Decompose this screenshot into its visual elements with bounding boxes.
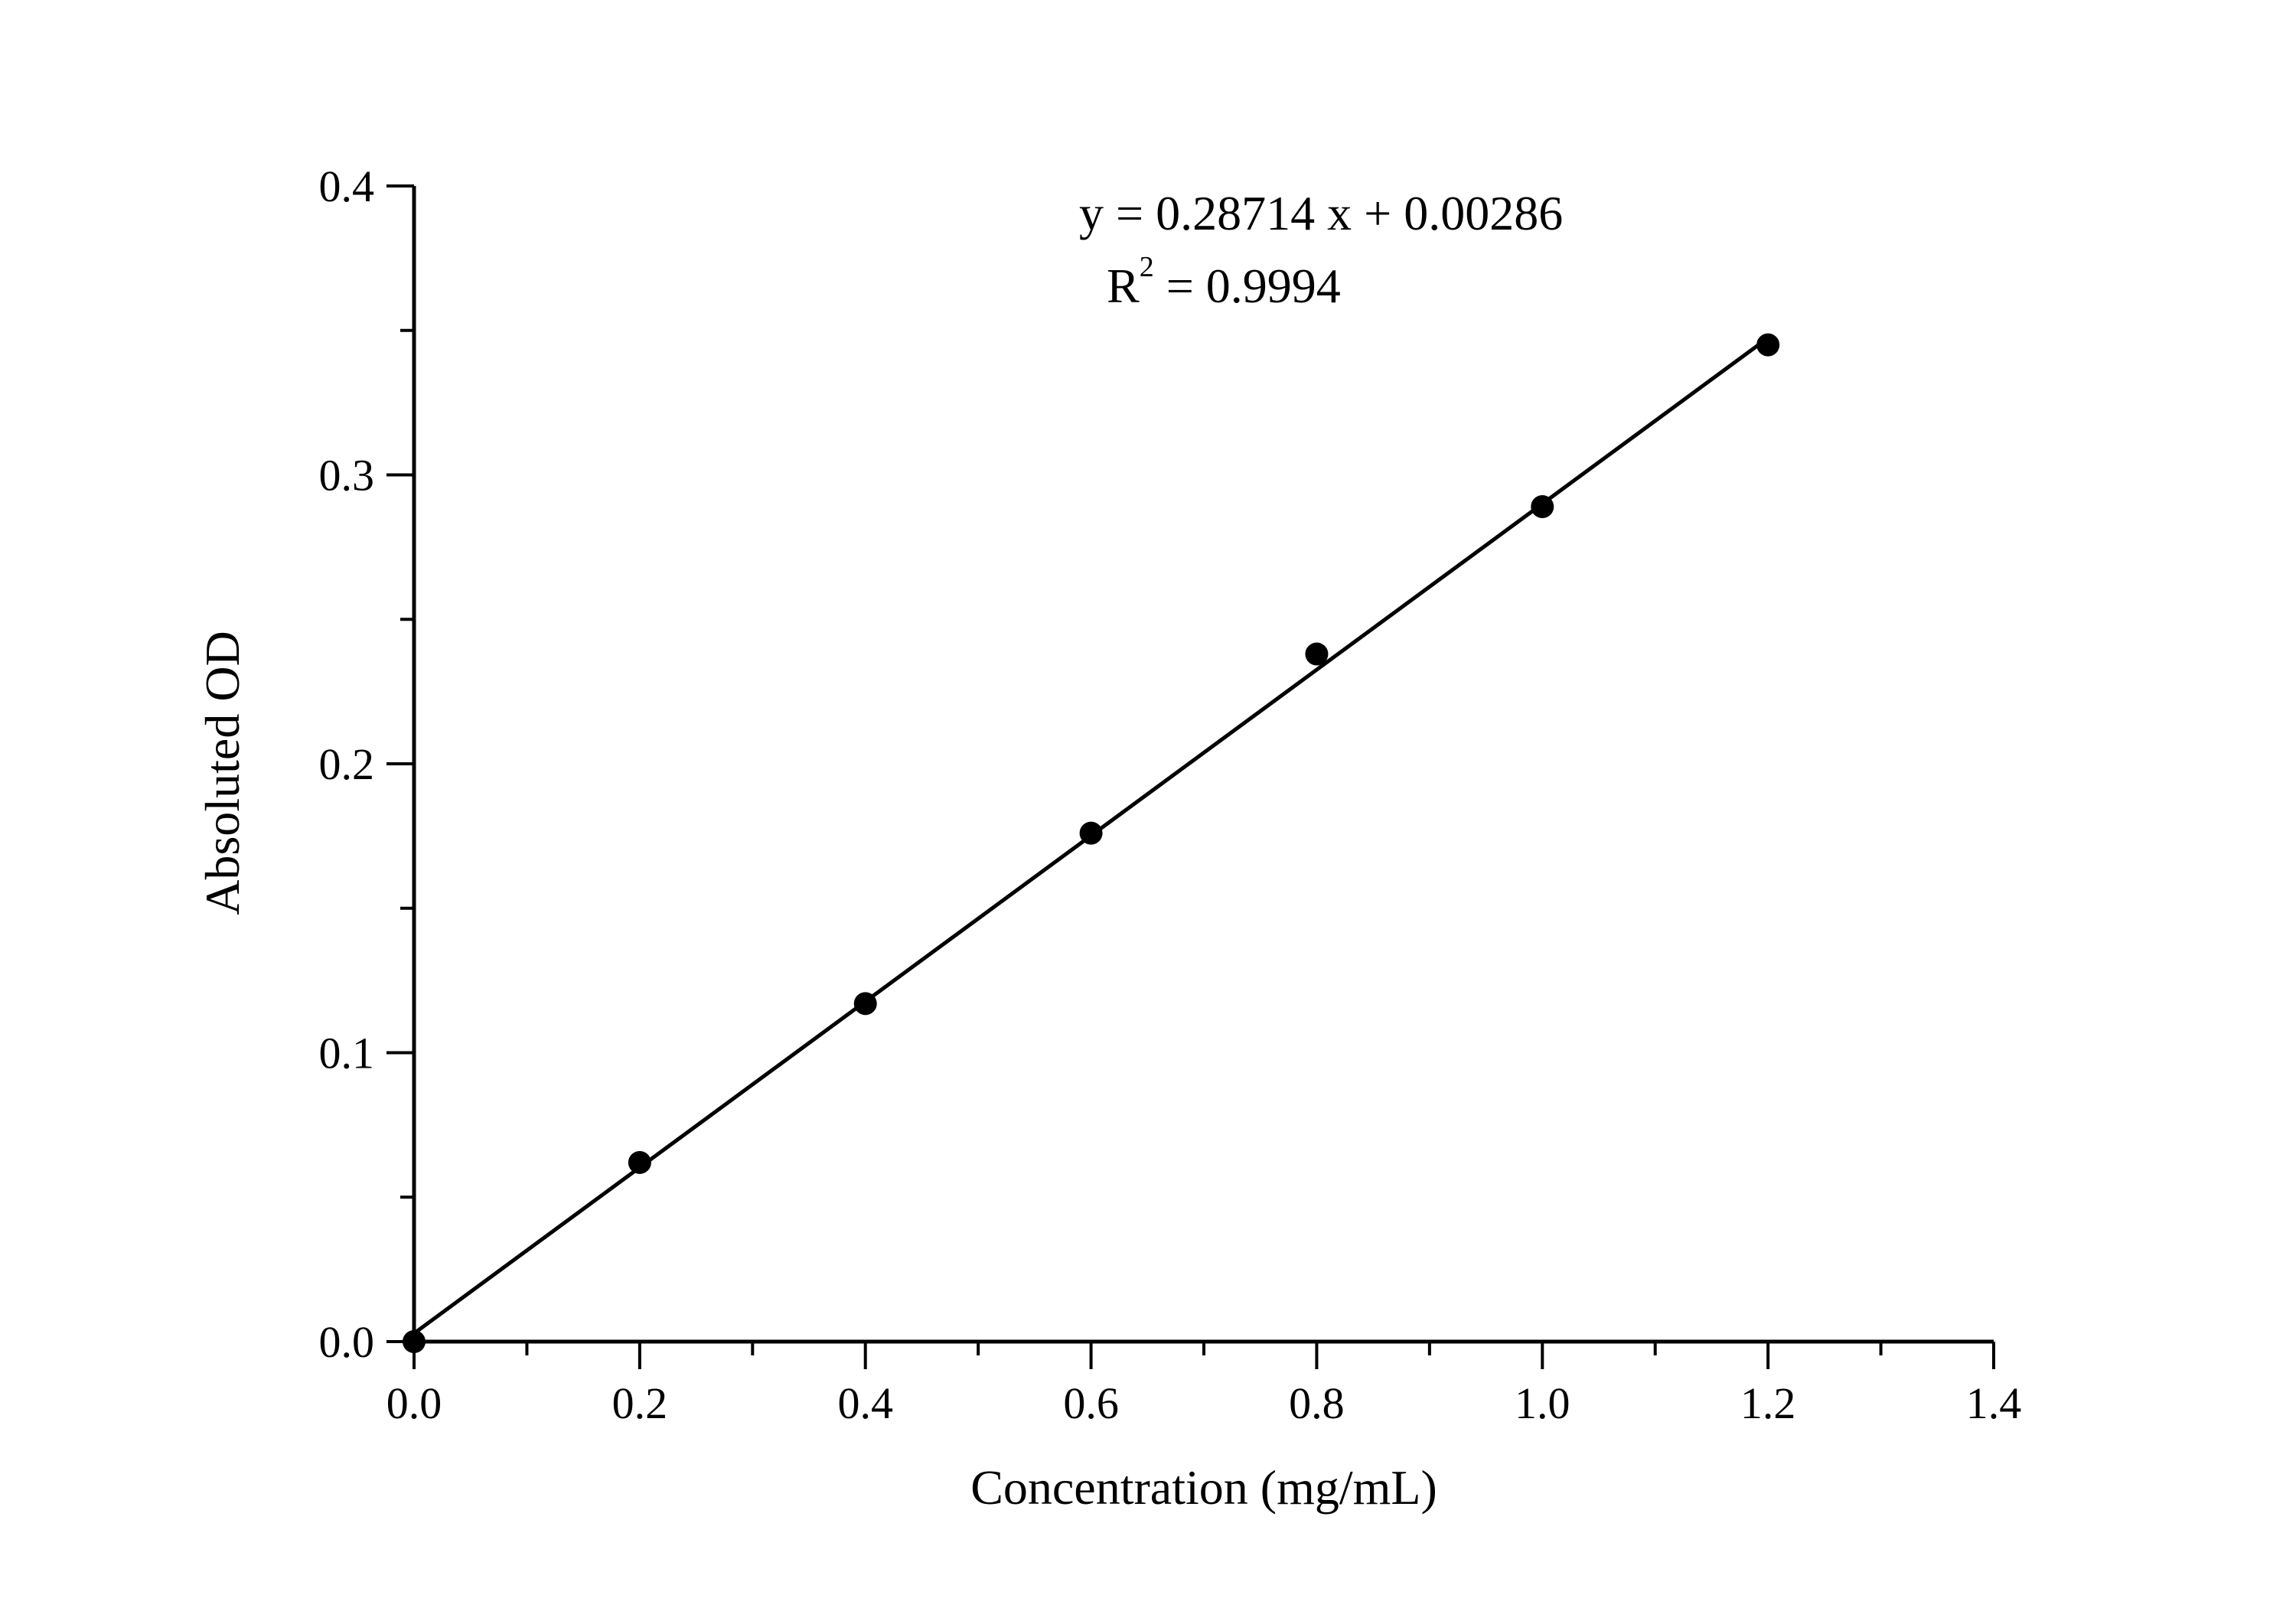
y-axis-title: Absoluted OD xyxy=(195,631,249,915)
ticks: 0.0 0.2 0.4 0.6 0.8 1.0 1.2 1.4 0.0 0.1 0.2 0.3 0.4 xyxy=(319,161,2022,1428)
x-tick-label: 0.8 xyxy=(1289,1378,1345,1428)
y-tick-label: 0.1 xyxy=(319,1029,375,1078)
y-tick-label: 0.0 xyxy=(319,1317,375,1367)
data-point xyxy=(1756,333,1780,357)
data-point xyxy=(403,1330,426,1353)
x-tick-label: 0.2 xyxy=(612,1378,668,1428)
x-tick-label: 0.4 xyxy=(837,1378,893,1428)
r-squared-value: = 0.9994 xyxy=(1154,259,1341,313)
data-point xyxy=(628,1150,651,1174)
x-axis-title: Concentration (mg/mL) xyxy=(970,1460,1437,1515)
r-squared-annotation: R2 = 0.9994 xyxy=(1107,251,1341,313)
x-tick-label: 0.0 xyxy=(386,1378,442,1428)
x-tick-label: 0.6 xyxy=(1063,1378,1119,1428)
data-point xyxy=(1079,821,1103,845)
x-tick-label: 1.0 xyxy=(1515,1378,1570,1428)
r-squared-exponent: 2 xyxy=(1140,251,1154,283)
x-tick-label: 1.4 xyxy=(1966,1378,2022,1428)
y-tick-label: 0.2 xyxy=(319,739,375,789)
r-squared-symbol: R xyxy=(1107,259,1140,313)
data-point xyxy=(853,992,877,1016)
data-point xyxy=(1531,495,1554,519)
y-tick-label: 0.3 xyxy=(319,451,375,501)
data-point xyxy=(1305,642,1329,666)
y-tick-label: 0.4 xyxy=(319,161,375,211)
axes xyxy=(412,186,1994,1344)
regression-equation: y = 0.28714 x + 0.00286 xyxy=(1079,186,1563,240)
data-points xyxy=(403,333,1780,1353)
x-tick-label: 1.2 xyxy=(1740,1378,1796,1428)
